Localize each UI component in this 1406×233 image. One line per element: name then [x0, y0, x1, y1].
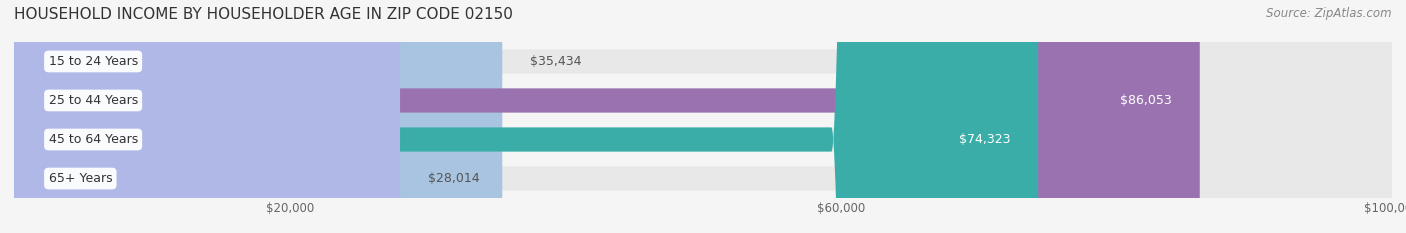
Text: 45 to 64 Years: 45 to 64 Years: [48, 133, 138, 146]
FancyBboxPatch shape: [14, 0, 1199, 233]
FancyBboxPatch shape: [14, 0, 502, 233]
FancyBboxPatch shape: [14, 0, 1392, 233]
Text: $35,434: $35,434: [530, 55, 581, 68]
Text: 15 to 24 Years: 15 to 24 Years: [48, 55, 138, 68]
Text: HOUSEHOLD INCOME BY HOUSEHOLDER AGE IN ZIP CODE 02150: HOUSEHOLD INCOME BY HOUSEHOLDER AGE IN Z…: [14, 7, 513, 22]
Text: $28,014: $28,014: [427, 172, 479, 185]
Text: 25 to 44 Years: 25 to 44 Years: [48, 94, 138, 107]
FancyBboxPatch shape: [14, 0, 401, 233]
FancyBboxPatch shape: [14, 0, 1392, 233]
FancyBboxPatch shape: [14, 0, 1392, 233]
FancyBboxPatch shape: [14, 0, 1038, 233]
FancyBboxPatch shape: [14, 0, 1392, 233]
Text: Source: ZipAtlas.com: Source: ZipAtlas.com: [1267, 7, 1392, 20]
Text: $86,053: $86,053: [1121, 94, 1173, 107]
Text: $74,323: $74,323: [959, 133, 1011, 146]
Text: 65+ Years: 65+ Years: [48, 172, 112, 185]
